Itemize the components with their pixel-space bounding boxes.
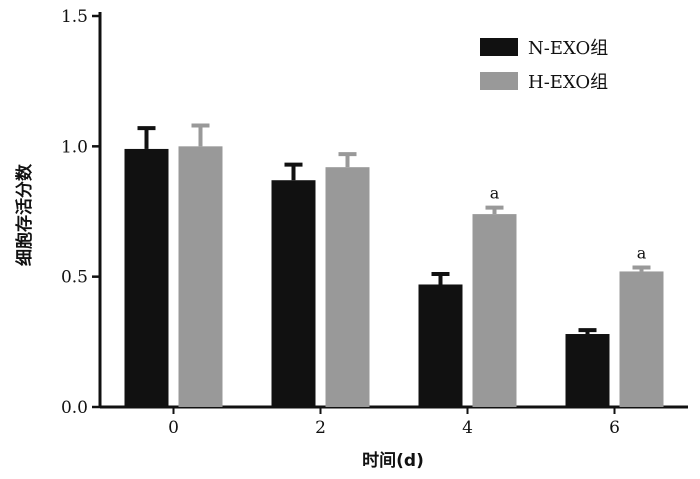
x-tick-label: 4 bbox=[462, 418, 473, 438]
bar bbox=[124, 148, 169, 407]
legend-label: H-EXO组 bbox=[528, 72, 608, 93]
significance-label: a bbox=[637, 244, 647, 263]
legend: N-EXO组 H-EXO组 bbox=[480, 38, 608, 93]
bar bbox=[178, 146, 223, 408]
y-tick-label: 1.5 bbox=[61, 7, 88, 27]
bar bbox=[619, 271, 664, 407]
y-tick-label: 0.0 bbox=[61, 398, 88, 418]
y-axis-label: 细胞存活分数 bbox=[14, 163, 35, 266]
bar bbox=[418, 284, 463, 407]
x-axis-label: 时间(d) bbox=[362, 450, 424, 471]
legend-swatch bbox=[480, 38, 518, 56]
bar bbox=[271, 180, 316, 407]
x-tick-label: 6 bbox=[609, 418, 620, 438]
x-tick-label: 2 bbox=[315, 418, 326, 438]
bar bbox=[565, 334, 610, 407]
y-tick-label: 1.0 bbox=[61, 137, 88, 157]
legend-label: N-EXO组 bbox=[528, 38, 608, 59]
legend-swatch bbox=[480, 72, 518, 90]
bar bbox=[472, 214, 517, 407]
significance-label: a bbox=[490, 184, 500, 203]
plot-area: 0.0 0.5 1.0 1.5 0 2 4 a 6 a bbox=[61, 7, 688, 438]
y-tick-label: 0.5 bbox=[61, 268, 88, 288]
bar bbox=[325, 167, 370, 407]
x-tick-label: 0 bbox=[168, 418, 179, 438]
